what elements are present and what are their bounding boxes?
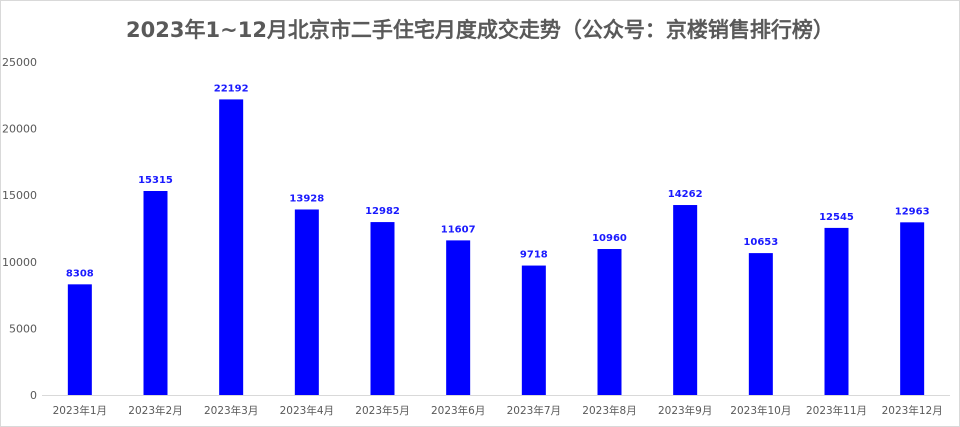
x-tick-label: 2023年10月 bbox=[730, 404, 791, 417]
y-tick-label: 0 bbox=[30, 389, 37, 402]
x-tick-label: 2023年2月 bbox=[128, 404, 182, 417]
x-tick-label: 2023年1月 bbox=[53, 404, 107, 417]
bar-value-label: 12982 bbox=[365, 206, 400, 217]
bar-value-label: 8308 bbox=[66, 268, 94, 279]
bar-value-label: 10653 bbox=[743, 237, 778, 248]
y-tick-label: 25000 bbox=[2, 56, 37, 69]
bar bbox=[521, 265, 546, 395]
bar bbox=[143, 191, 168, 395]
bar bbox=[446, 240, 471, 395]
bar-value-label: 11607 bbox=[441, 224, 476, 235]
bar-value-label: 9718 bbox=[520, 250, 548, 261]
bar bbox=[824, 227, 849, 395]
x-tick-label: 2023年11月 bbox=[806, 404, 867, 417]
x-tick-label: 2023年7月 bbox=[507, 404, 561, 417]
x-tick-label: 2023年9月 bbox=[658, 404, 712, 417]
bar bbox=[67, 284, 92, 395]
x-tick-label: 2023年5月 bbox=[355, 404, 409, 417]
x-tick-label: 2023年4月 bbox=[280, 404, 334, 417]
bar-value-label: 15315 bbox=[138, 175, 173, 186]
x-tick-label: 2023年3月 bbox=[204, 404, 258, 417]
x-tick-label: 2023年6月 bbox=[431, 404, 485, 417]
data-labels: 8308 15315 22192 13928 12982 11607 9718 10960 14… bbox=[66, 83, 930, 279]
bar bbox=[370, 222, 395, 395]
bar bbox=[219, 99, 244, 395]
bar-series bbox=[67, 99, 925, 395]
bar-value-label: 13928 bbox=[289, 193, 324, 204]
bar-value-label: 22192 bbox=[214, 83, 249, 94]
y-axis-ticks: 0 5000 10000 15000 20000 25000 bbox=[2, 56, 37, 402]
x-tick-label: 2023年12月 bbox=[882, 404, 943, 417]
bar bbox=[597, 249, 622, 395]
bar bbox=[748, 253, 773, 395]
chart-title: 2023年1~12月北京市二手住宅月度成交走势（公众号：京楼销售排行榜） bbox=[126, 18, 834, 42]
y-tick-label: 20000 bbox=[2, 123, 37, 136]
y-tick-label: 15000 bbox=[2, 189, 37, 202]
bar bbox=[900, 222, 925, 395]
bar-value-label: 12545 bbox=[819, 212, 854, 223]
bar-value-label: 14262 bbox=[668, 189, 703, 200]
y-tick-label: 10000 bbox=[2, 256, 37, 269]
bar-value-label: 10960 bbox=[592, 233, 627, 244]
y-tick-label: 5000 bbox=[9, 322, 37, 335]
bar-value-label: 12963 bbox=[895, 206, 930, 217]
bar bbox=[294, 209, 319, 395]
x-axis-ticks: 2023年1月 2023年2月 2023年3月 2023年4月 2023年5月 2023年… bbox=[53, 404, 943, 417]
x-tick-label: 2023年8月 bbox=[582, 404, 636, 417]
bar bbox=[673, 205, 698, 395]
